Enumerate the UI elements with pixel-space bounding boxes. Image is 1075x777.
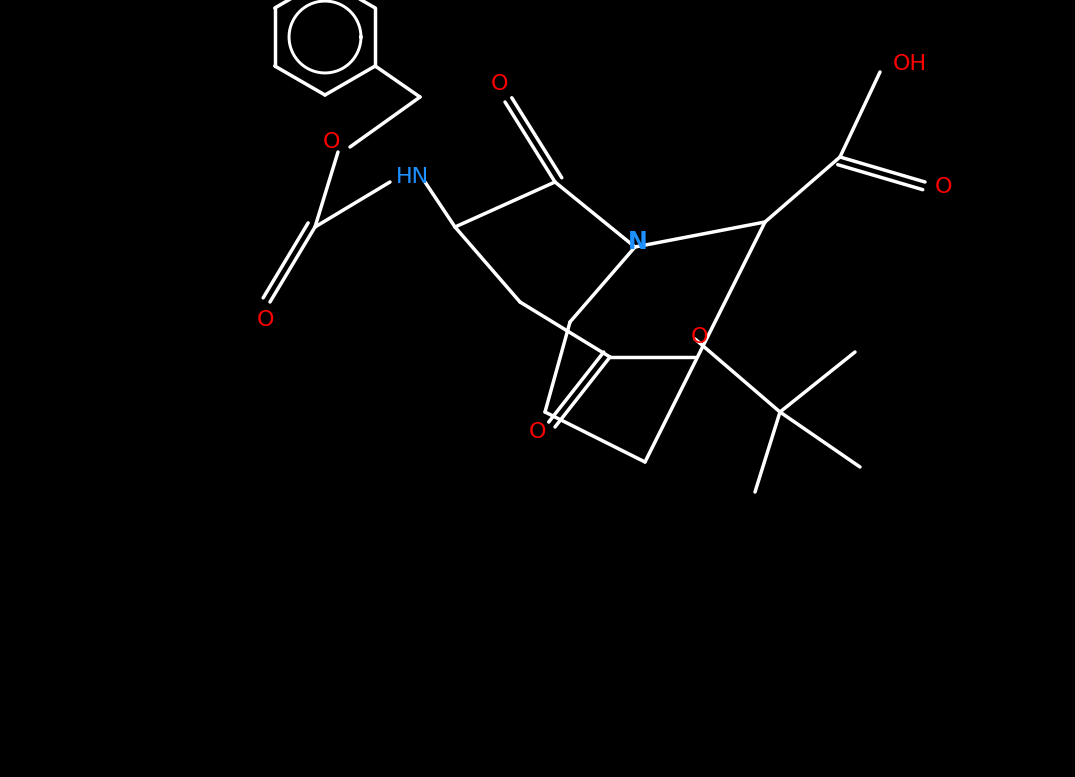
Text: O: O bbox=[491, 74, 508, 94]
Text: O: O bbox=[528, 422, 546, 442]
Text: N: N bbox=[628, 230, 648, 254]
Text: O: O bbox=[324, 132, 341, 152]
Text: HN: HN bbox=[396, 167, 429, 187]
Text: OH: OH bbox=[893, 54, 927, 74]
Text: O: O bbox=[691, 327, 708, 347]
Text: O: O bbox=[934, 177, 951, 197]
Text: O: O bbox=[256, 310, 274, 330]
